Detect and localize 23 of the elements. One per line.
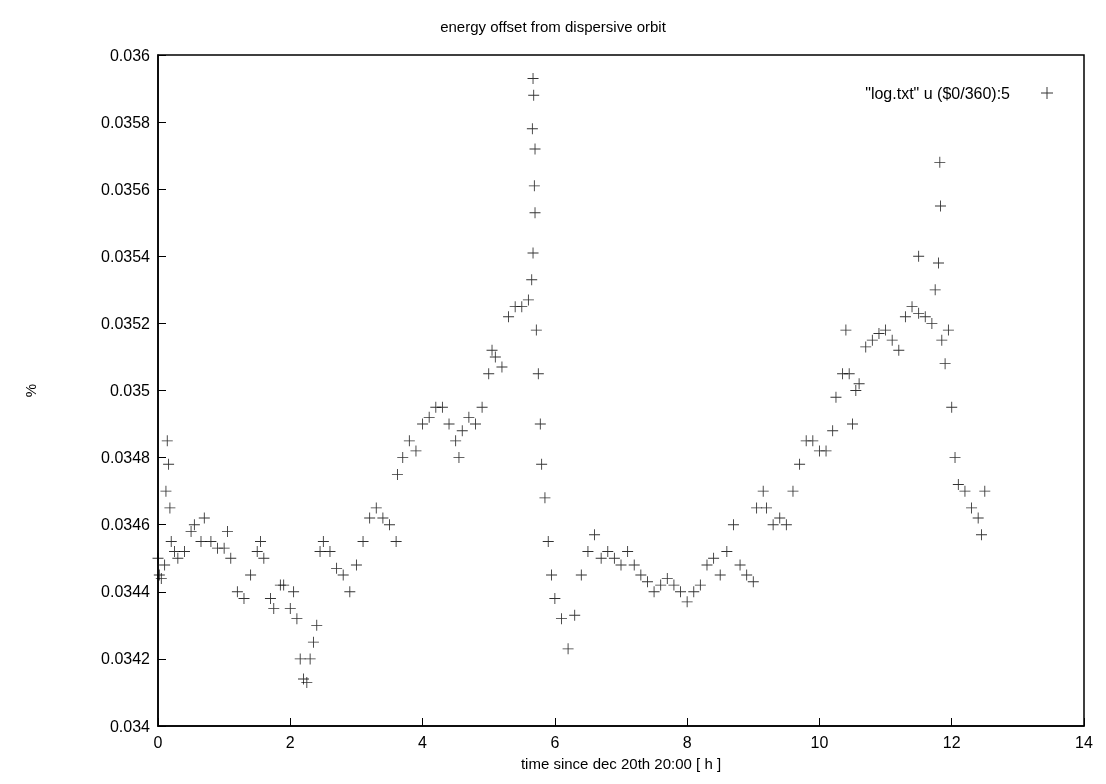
x-tick-label: 8 [682,733,692,751]
x-tick-label: 0 [153,733,163,751]
legend-label: "log.txt" u ($0/360):5 [865,84,1011,102]
x-tick-label: 4 [418,733,428,751]
x-tick-label: 2 [285,733,295,751]
x-axis-title: time since dec 20th 20:00 [ h ] [520,755,722,772]
y-tick-label: 0.0346 [101,516,151,534]
x-tick-label: 10 [810,733,829,751]
y-tick-label: 0.036 [109,46,151,64]
y-tick-label: 0.0348 [101,449,151,467]
y-tick-label: 0.034 [109,717,151,735]
y-tick-label: 0.0356 [101,180,151,198]
x-tick-label: 6 [550,733,560,751]
y-axis-title: % [22,383,39,398]
x-tick-label: 14 [1075,733,1093,751]
y-tick-label: 0.0342 [101,650,151,668]
y-tick-label: 0.0344 [101,583,151,601]
y-tick-label: 0.0358 [101,113,151,131]
x-tick-label: 12 [942,733,961,751]
chart-title: energy offset from dispersive orbit [440,18,667,35]
y-tick-label: 0.0354 [101,247,151,265]
y-tick-label: 0.0352 [101,314,151,332]
y-tick-label: 0.035 [109,382,151,399]
